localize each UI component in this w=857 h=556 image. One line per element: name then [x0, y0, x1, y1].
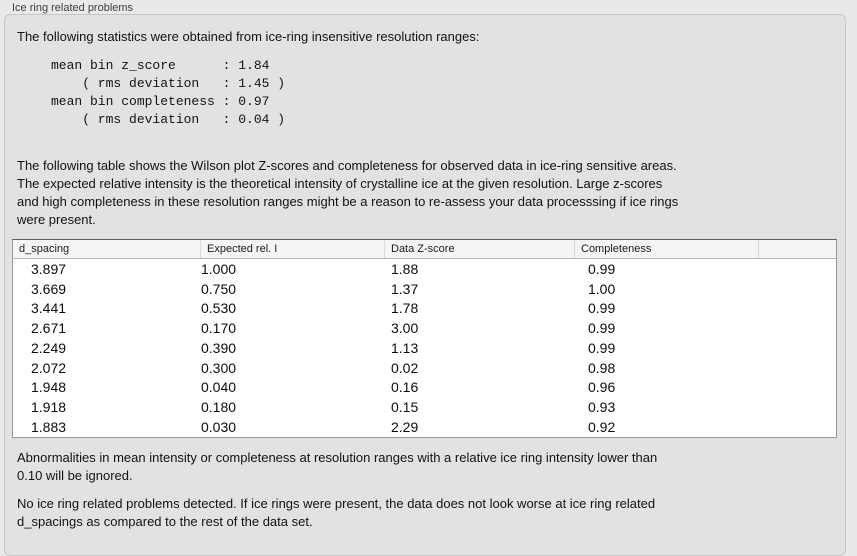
table-row[interactable]: 3.897 1.000 1.88 0.99	[13, 259, 836, 279]
table-cell: 0.02	[391, 359, 419, 376]
table-cell: 0.530	[201, 300, 237, 317]
table-cell: 0.180	[201, 399, 237, 416]
table-row[interactable]: 1.918 0.180 0.15 0.93	[13, 397, 836, 417]
table-cell: 1.78	[391, 300, 419, 317]
column-header-completeness[interactable]: Completeness	[574, 240, 758, 258]
table-cell: 0.750	[201, 280, 237, 297]
table-row[interactable]: 3.441 0.530 1.78 0.99	[13, 299, 836, 319]
table-cell: 3.897	[31, 260, 67, 277]
table-row[interactable]: 1.948 0.040 0.16 0.96	[13, 378, 836, 398]
table-cell: 3.441	[31, 300, 67, 317]
conclusion-text: No ice ring related problems detected. I…	[17, 496, 656, 529]
table-cell: 2.29	[391, 419, 419, 435]
table-cell: 2.072	[31, 359, 67, 376]
table-cell: 1.000	[201, 260, 237, 277]
table-cell: 1.948	[31, 379, 67, 396]
table-cell: 0.92	[588, 419, 616, 435]
table-cell: 3.669	[31, 280, 67, 297]
table-cell: 1.883	[31, 419, 67, 435]
column-header-empty	[758, 240, 836, 258]
table-cell: 0.15	[391, 399, 419, 416]
table-cell: 0.300	[201, 359, 237, 376]
table-cell: 0.93	[588, 399, 616, 416]
table-row[interactable]: 3.669 0.750 1.37 1.00	[13, 279, 836, 299]
group-box: The following statistics were obtained f…	[4, 14, 846, 556]
table-cell: 1.88	[391, 260, 419, 277]
table-cell: 1.00	[588, 280, 616, 297]
group-box-label: Ice ring related problems	[12, 2, 134, 14]
intro-text: The following statistics were obtained f…	[17, 29, 480, 44]
table-cell: 0.390	[201, 339, 237, 356]
table-cell: 2.249	[31, 339, 67, 356]
table-body: 3.897 1.000 1.88 0.99 3.669 0.750 1.37 1.00 3.44…	[13, 259, 836, 437]
table-row[interactable]: 1.883 0.030 2.29 0.92	[13, 417, 836, 437]
table-cell: 0.170	[201, 320, 237, 337]
table-cell: 0.99	[588, 260, 616, 277]
table-cell: 0.16	[391, 379, 419, 396]
table-cell: 0.99	[588, 339, 616, 356]
table-cell: 0.99	[588, 320, 616, 337]
ice-ring-report-panel: { "group": { "label": "Ice ring related …	[4, 2, 846, 556]
table-cell: 2.671	[31, 320, 67, 337]
table-cell: 1.13	[391, 339, 419, 356]
ice-ring-table: d_spacing Expected rel. I Data Z-score C…	[12, 239, 837, 438]
column-header-d-spacing[interactable]: d_spacing	[19, 243, 70, 255]
table-row[interactable]: 2.249 0.390 1.13 0.99	[13, 338, 836, 358]
table-cell: 0.96	[588, 379, 616, 396]
table-row[interactable]: 2.072 0.300 0.02 0.98	[13, 358, 836, 378]
ignore-threshold-note: Abnormalities in mean intensity or compl…	[17, 450, 658, 483]
table-cell: 0.030	[201, 419, 237, 435]
table-cell: 1.37	[391, 280, 419, 297]
table-row[interactable]: 2.671 0.170 3.00 0.99	[13, 318, 836, 338]
table-cell: 0.99	[588, 300, 616, 317]
column-header-data-z-score[interactable]: Data Z-score	[384, 240, 574, 258]
table-cell: 0.98	[588, 359, 616, 376]
table-cell: 3.00	[391, 320, 419, 337]
table-header-row: d_spacing Expected rel. I Data Z-score C…	[13, 240, 836, 259]
table-intro-text: The following table shows the Wilson plo…	[17, 158, 679, 227]
table-cell: 1.918	[31, 399, 67, 416]
column-header-expected-rel-i[interactable]: Expected rel. I	[200, 240, 384, 258]
stats-summary-block: mean bin z_score : 1.84 ( rms deviation …	[51, 58, 286, 127]
table-cell: 0.040	[201, 379, 237, 396]
